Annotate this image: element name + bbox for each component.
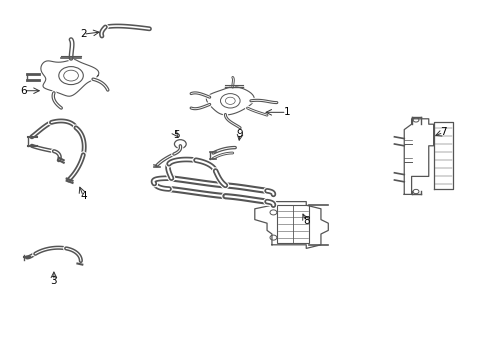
Text: 7: 7 <box>440 127 447 138</box>
Text: 2: 2 <box>80 29 87 39</box>
Bar <box>277 205 309 243</box>
Text: 6: 6 <box>20 86 27 96</box>
Text: 4: 4 <box>80 191 87 201</box>
Text: 5: 5 <box>173 130 180 140</box>
Text: 8: 8 <box>303 216 310 226</box>
Text: 9: 9 <box>237 129 244 139</box>
Text: 3: 3 <box>50 276 57 286</box>
Text: 1: 1 <box>283 107 290 117</box>
